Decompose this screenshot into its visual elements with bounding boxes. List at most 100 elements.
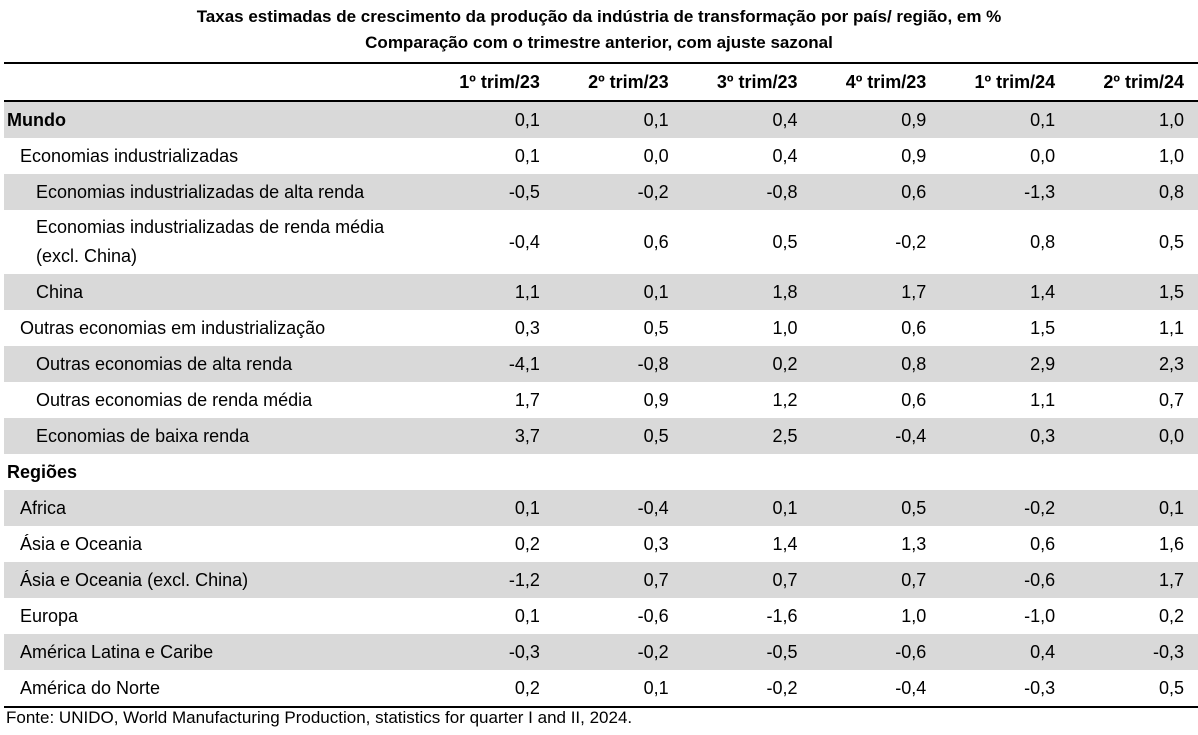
cell-value: -0,4 xyxy=(553,490,683,526)
table-row: Ásia e Oceania (excl. China) -1,2 0,7 0,… xyxy=(4,562,1198,598)
cell-value: 0,8 xyxy=(1030,231,1056,252)
cell-value: -0,8 xyxy=(553,346,683,382)
cell-value: 1,1 xyxy=(425,274,554,310)
table-title: Taxas estimadas de crescimento da produç… xyxy=(0,0,1198,56)
cell-value: 1,0 xyxy=(772,317,798,338)
cell-value: 0,3 xyxy=(940,418,1070,454)
row-label: Economias industrializadas de renda médi… xyxy=(36,217,385,266)
row-label: Mundo xyxy=(4,101,426,138)
cell-value: 0,0 xyxy=(1069,418,1198,454)
cell-value: 0,1 xyxy=(553,274,683,310)
cell-value: 1,6 xyxy=(1158,533,1184,554)
cell-value: 0,3 xyxy=(643,533,669,554)
growth-rates-table: 1º trim/23 2º trim/23 3º trim/23 4º trim… xyxy=(4,62,1198,708)
cell-value: 0,1 xyxy=(553,101,683,138)
cell-value: -0,4 xyxy=(811,418,941,454)
cell-value: -0,2 xyxy=(553,174,683,210)
cell-value: -0,8 xyxy=(682,174,812,210)
cell-value: 0,1 xyxy=(940,101,1070,138)
cell-value: 0,2 xyxy=(514,533,540,554)
cell-value: 2,5 xyxy=(682,418,812,454)
cell-value: 0,2 xyxy=(425,670,554,708)
table-row: América Latina e Caribe -0,3 -0,2 -0,5 -… xyxy=(4,634,1198,670)
source-note: Fonte: UNIDO, World Manufacturing Produc… xyxy=(6,708,633,727)
cell-value: -0,5 xyxy=(425,174,554,210)
cell-value: 1,5 xyxy=(1069,274,1198,310)
cell-value: 1,0 xyxy=(1158,145,1184,166)
header-cell-q2-23: 2º trim/23 xyxy=(553,62,683,102)
cell-value: -0,2 xyxy=(895,231,927,252)
table-row: Africa 0,1 -0,4 0,1 0,5 -0,2 0,1 xyxy=(4,490,1198,526)
cell-value: -0,3 xyxy=(1069,634,1198,670)
row-label: Outras economias de renda média xyxy=(36,389,313,410)
cell-value xyxy=(812,454,941,490)
cell-value: -0,4 xyxy=(508,231,540,252)
cell-value: 1,0 xyxy=(901,605,927,626)
cell-value: 0,9 xyxy=(643,389,669,410)
cell-value: -1,3 xyxy=(940,174,1070,210)
cell-value: 0,4 xyxy=(772,145,798,166)
table-row: Outras economias de alta renda -4,1 -0,8… xyxy=(4,346,1198,382)
cell-value: -0,6 xyxy=(637,605,669,626)
cell-value: 0,0 xyxy=(643,145,669,166)
cell-value: 0,1 xyxy=(425,490,554,526)
table-row: Economias industrializadas 0,1 0,0 0,4 0… xyxy=(4,138,1198,174)
table-row: Outras economias em industrialização 0,3… xyxy=(4,310,1198,346)
cell-value xyxy=(1069,454,1198,490)
table-row: Outras economias de renda média 1,7 0,9 … xyxy=(4,382,1198,418)
cell-value: 0,6 xyxy=(643,231,669,252)
cell-value: 3,7 xyxy=(425,418,554,454)
table-row: Ásia e Oceania 0,2 0,3 1,4 1,3 0,6 1,6 xyxy=(4,526,1198,562)
table-row: China 1,1 0,1 1,8 1,7 1,4 1,5 xyxy=(4,274,1198,310)
cell-value: 0,7 xyxy=(811,562,941,598)
cell-value: 0,5 xyxy=(643,317,669,338)
cell-value: 0,5 xyxy=(1158,231,1184,252)
cell-value: 0,4 xyxy=(682,101,812,138)
cell-value: 0,4 xyxy=(940,634,1070,670)
cell-value: -1,6 xyxy=(766,605,798,626)
cell-value: 0,1 xyxy=(1069,490,1198,526)
cell-value: 0,1 xyxy=(514,605,540,626)
header-cell-q1-23: 1º trim/23 xyxy=(425,62,554,102)
header-cell-q3-23: 3º trim/23 xyxy=(682,62,812,102)
cell-value: -0,3 xyxy=(425,634,554,670)
header-cell-q2-24: 2º trim/24 xyxy=(1069,62,1198,102)
cell-value: 1,7 xyxy=(811,274,941,310)
cell-value: -0,2 xyxy=(682,670,812,708)
cell-value: 1,1 xyxy=(1158,317,1184,338)
cell-value: 0,6 xyxy=(901,317,927,338)
cell-value: 0,7 xyxy=(1158,389,1184,410)
row-label: Regiões xyxy=(7,461,78,482)
cell-value: 0,1 xyxy=(682,490,812,526)
cell-value: 0,2 xyxy=(1158,605,1184,626)
cell-value: 0,5 xyxy=(811,490,941,526)
cell-value xyxy=(425,454,554,490)
cell-value: -0,2 xyxy=(553,634,683,670)
row-label: Economias industrializadas xyxy=(20,145,239,166)
table-row: Economias industrializadas de renda médi… xyxy=(4,210,1198,274)
cell-value: 1,8 xyxy=(682,274,812,310)
table-row: América do Norte 0,2 0,1 -0,2 -0,4 -0,3 … xyxy=(4,670,1198,708)
cell-value: 0,5 xyxy=(1069,670,1198,708)
cell-value: 0,1 xyxy=(514,145,540,166)
cell-value: 0,2 xyxy=(682,346,812,382)
cell-value: 1,7 xyxy=(1069,562,1198,598)
cell-value: 0,6 xyxy=(901,389,927,410)
cell-value: -0,4 xyxy=(811,670,941,708)
cell-value: 1,7 xyxy=(514,389,540,410)
cell-value: 0,6 xyxy=(811,174,941,210)
cell-value: 1,4 xyxy=(772,533,798,554)
header-cell-label xyxy=(4,62,426,102)
cell-value: 1,1 xyxy=(1030,389,1056,410)
title-line-1: Taxas estimadas de crescimento da produç… xyxy=(196,7,1002,26)
header-cell-q4-23: 4º trim/23 xyxy=(811,62,941,102)
cell-value: -0,3 xyxy=(940,670,1070,708)
row-label: Ásia e Oceania (excl. China) xyxy=(4,562,426,598)
cell-value: 2,9 xyxy=(940,346,1070,382)
cell-value: 0,1 xyxy=(553,670,683,708)
header-row: 1º trim/23 2º trim/23 3º trim/23 4º trim… xyxy=(4,62,1198,102)
cell-value: 0,8 xyxy=(811,346,941,382)
cell-value: 0,8 xyxy=(1069,174,1198,210)
row-label: América do Norte xyxy=(4,670,426,708)
